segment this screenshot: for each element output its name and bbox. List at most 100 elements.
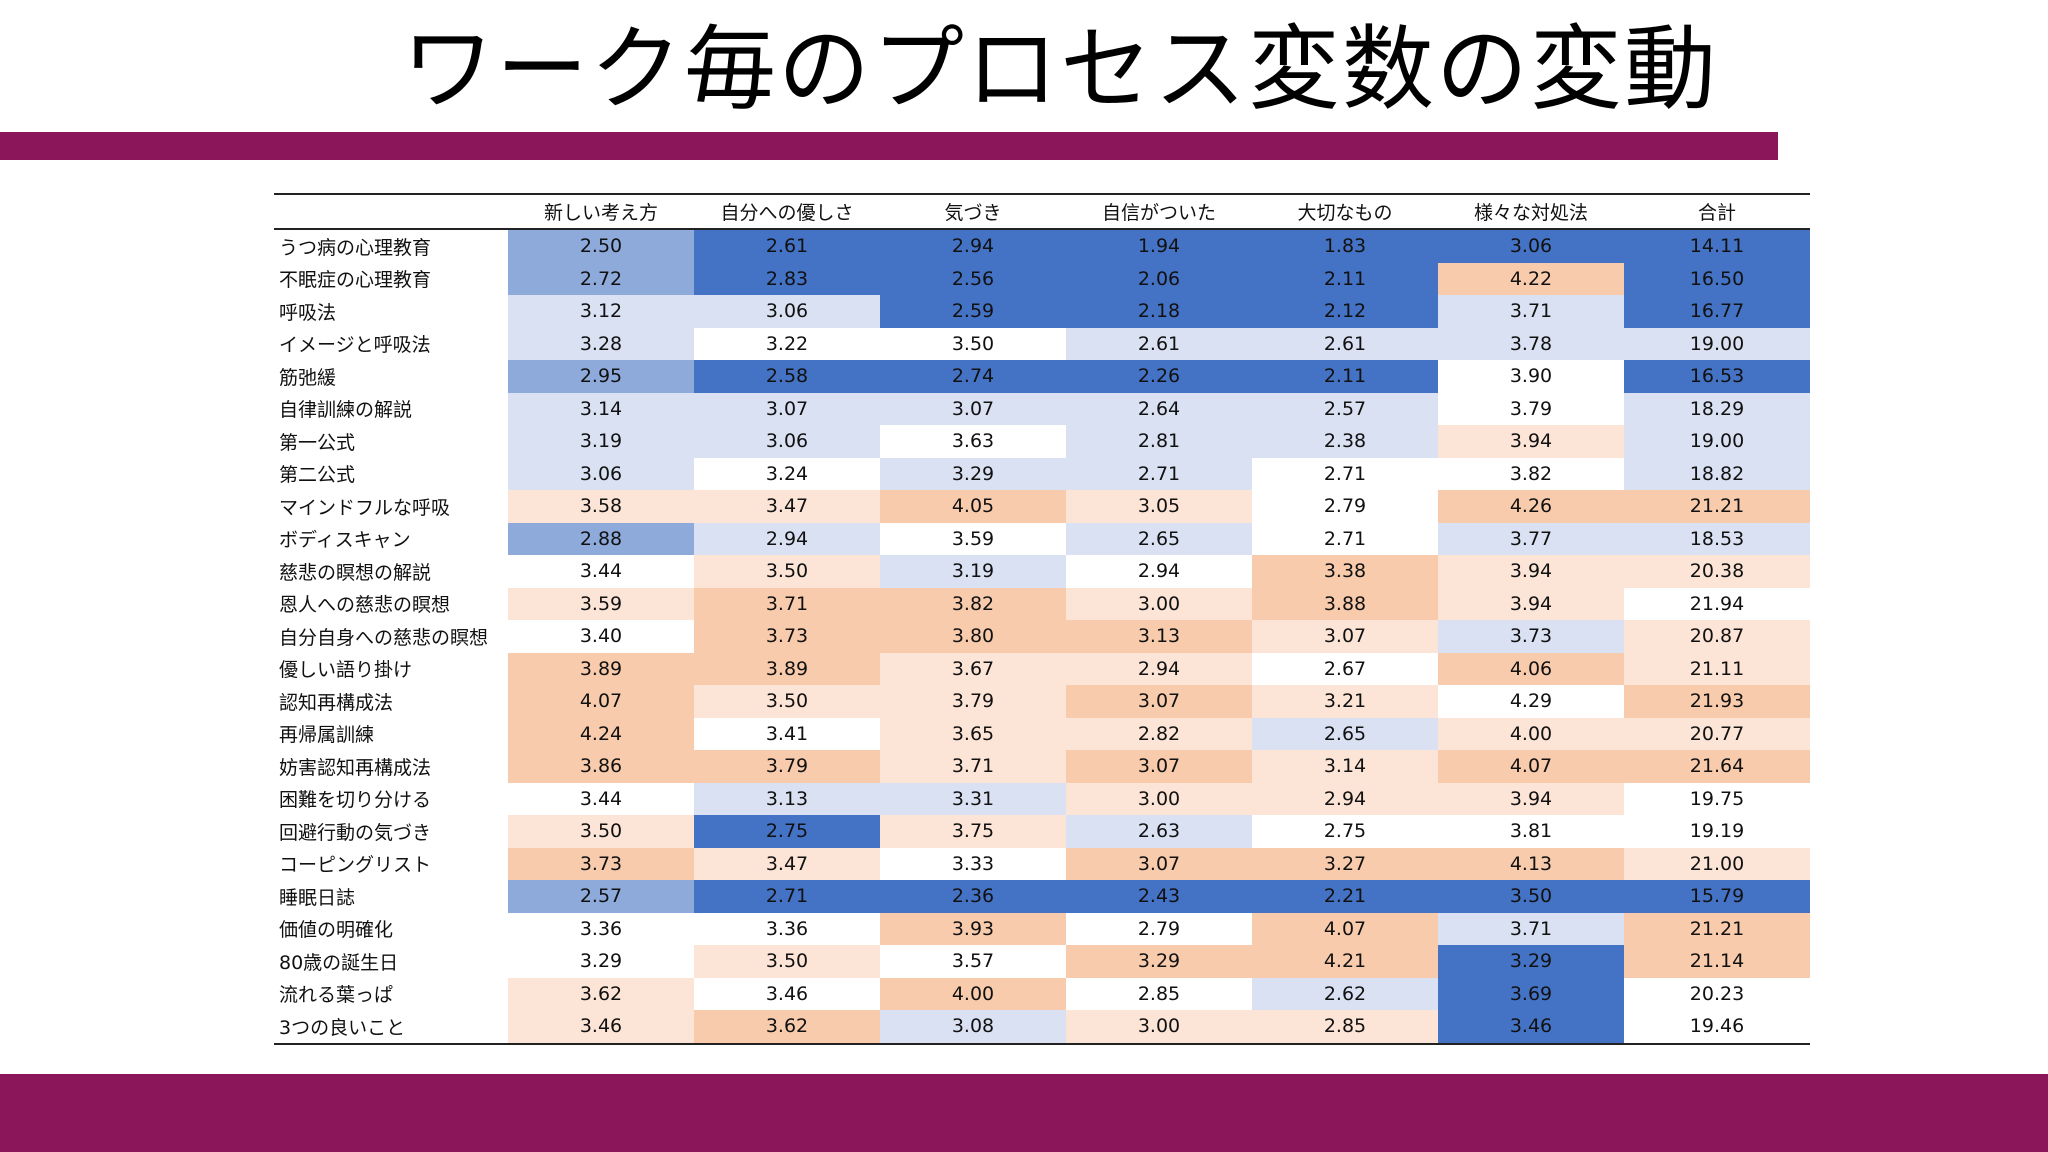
table-cell: 2.65 (1066, 522, 1252, 555)
table-cell: 3.75 (880, 815, 1066, 848)
table-cell: 2.71 (1252, 457, 1438, 490)
table-row: 恩人への慈悲の瞑想 3.59 3.71 3.82 3.00 3.88 3.94 21.94 (274, 587, 1810, 620)
table-row: マインドフルな呼吸 3.58 3.47 4.05 3.05 2.79 4.26 21.21 (274, 490, 1810, 523)
table-cell: 2.64 (1066, 392, 1252, 425)
table-cell: 3.73 (1438, 620, 1624, 653)
table-cell: 2.85 (1066, 977, 1252, 1010)
table-cell: 3.27 (1252, 847, 1438, 880)
table-cell: 3.44 (508, 782, 694, 815)
table-cell: 16.50 (1624, 262, 1810, 295)
table-cell: 3.07 (1066, 685, 1252, 718)
table-cell: 21.21 (1624, 912, 1810, 945)
table-row: 慈悲の瞑想の解説 3.44 3.50 3.19 2.94 3.38 3.94 20.38 (274, 555, 1810, 588)
row-label: 自分自身への慈悲の瞑想 (279, 626, 489, 649)
table-cell: 2.11 (1252, 262, 1438, 295)
table-cell: 3.14 (1252, 750, 1438, 783)
table-cell: 2.94 (880, 229, 1066, 263)
table-cell: 3.50 (508, 815, 694, 848)
row-label: 認知再構成法 (279, 691, 394, 714)
table-cell: 19.19 (1624, 815, 1810, 848)
table-cell: 3.82 (880, 587, 1066, 620)
table-cell: 3.46 (508, 1010, 694, 1045)
table-cell: 3.89 (694, 652, 880, 685)
table-cell: 2.75 (1252, 815, 1438, 848)
table-cell: 3.65 (880, 717, 1066, 750)
table-cell: 21.94 (1624, 587, 1810, 620)
table-cell: 2.06 (1066, 262, 1252, 295)
table-cell: 18.53 (1624, 522, 1810, 555)
table-cell: 3.36 (508, 912, 694, 945)
row-label: 睡眠日誌 (279, 886, 356, 909)
table-cell: 3.19 (508, 425, 694, 458)
table-cell: 3.63 (880, 425, 1066, 458)
table-cell: 4.13 (1438, 847, 1624, 880)
table-cell: 18.82 (1624, 457, 1810, 490)
table-row: うつ病の心理教育 2.50 2.61 2.94 1.94 1.83 3.06 14.11 (274, 229, 1810, 263)
table-cell: 4.07 (1252, 912, 1438, 945)
row-label: 妨害認知再構成法 (279, 756, 432, 779)
table-row: 認知再構成法 4.07 3.50 3.79 3.07 3.21 4.29 21.93 (274, 685, 1810, 718)
table-cell: 2.59 (880, 295, 1066, 328)
table-cell: 2.57 (1252, 392, 1438, 425)
table-cell: 2.94 (1252, 782, 1438, 815)
table-cell: 3.44 (508, 555, 694, 588)
table-cell: 4.07 (1438, 750, 1624, 783)
table-cell: 4.05 (880, 490, 1066, 523)
table-body: うつ病の心理教育 2.50 2.61 2.94 1.94 1.83 3.06 14.11 不眠症… (274, 229, 1810, 1045)
row-label: 呼吸法 (279, 301, 337, 324)
process-variable-table: 新しい考え方 自分への優しさ 気づき 自信がついた 大切なもの 様々な対処法 合… (274, 193, 1810, 1045)
table-cell: 3.62 (508, 977, 694, 1010)
table-cell: 2.71 (1066, 457, 1252, 490)
row-label: 再帰属訓練 (279, 724, 375, 747)
table-cell: 3.73 (694, 620, 880, 653)
table-cell: 3.59 (880, 522, 1066, 555)
row-label: マインドフルな呼吸 (279, 496, 451, 519)
table-cell: 3.69 (1438, 977, 1624, 1010)
table-cell: 2.58 (694, 360, 880, 393)
table-row: 3つの良いこと 3.46 3.62 3.08 3.00 2.85 3.46 19.46 (274, 1010, 1810, 1045)
table-cell: 1.94 (1066, 229, 1252, 263)
table-cell: 2.67 (1252, 652, 1438, 685)
table-cell: 3.22 (694, 327, 880, 360)
table-cell: 19.00 (1624, 425, 1810, 458)
table-cell: 2.75 (694, 815, 880, 848)
table-cell: 4.00 (1438, 717, 1624, 750)
table-cell: 3.24 (694, 457, 880, 490)
table-cell: 2.56 (880, 262, 1066, 295)
table-cell: 3.00 (1066, 587, 1252, 620)
table-cell: 21.64 (1624, 750, 1810, 783)
table-cell: 2.36 (880, 880, 1066, 913)
row-label: 回避行動の気づき (279, 821, 432, 844)
table-cell: 3.88 (1252, 587, 1438, 620)
table-cell: 21.14 (1624, 945, 1810, 978)
table-cell: 3.14 (508, 392, 694, 425)
row-label: 自律訓練の解説 (279, 399, 413, 422)
table-row: 筋弛緩 2.95 2.58 2.74 2.26 2.11 3.90 16.53 (274, 360, 1810, 393)
table-row: 再帰属訓練 4.24 3.41 3.65 2.82 2.65 4.00 20.77 (274, 717, 1810, 750)
table-cell: 2.65 (1252, 717, 1438, 750)
table-row: 自分自身への慈悲の瞑想 3.40 3.73 3.80 3.13 3.07 3.73 20.87 (274, 620, 1810, 653)
table-cell: 3.71 (1438, 295, 1624, 328)
table-cell: 3.12 (508, 295, 694, 328)
table-cell: 3.79 (880, 685, 1066, 718)
table-cell: 3.77 (1438, 522, 1624, 555)
table-cell: 3.21 (1252, 685, 1438, 718)
column-header: 自分への優しさ (694, 193, 880, 230)
table-cell: 2.12 (1252, 295, 1438, 328)
table-header-row: 新しい考え方 自分への優しさ 気づき 自信がついた 大切なもの 様々な対処法 合… (274, 193, 1810, 230)
table-cell: 20.23 (1624, 977, 1810, 1010)
table-cell: 2.71 (694, 880, 880, 913)
table-cell: 3.94 (1438, 425, 1624, 458)
table-cell: 3.67 (880, 652, 1066, 685)
table-cell: 16.77 (1624, 295, 1810, 328)
table-row: 自律訓練の解説 3.14 3.07 3.07 2.64 2.57 3.79 18.29 (274, 392, 1810, 425)
column-header: 様々な対処法 (1438, 193, 1624, 230)
table-cell: 3.07 (1066, 750, 1252, 783)
table-cell: 2.74 (880, 360, 1066, 393)
table-cell: 3.50 (880, 327, 1066, 360)
table-cell: 2.94 (1066, 652, 1252, 685)
table-row: 流れる葉っぱ 3.62 3.46 4.00 2.85 2.62 3.69 20.23 (274, 977, 1810, 1010)
row-label: 筋弛緩 (279, 366, 337, 389)
table-cell: 2.79 (1066, 912, 1252, 945)
column-header: 気づき (880, 193, 1066, 230)
